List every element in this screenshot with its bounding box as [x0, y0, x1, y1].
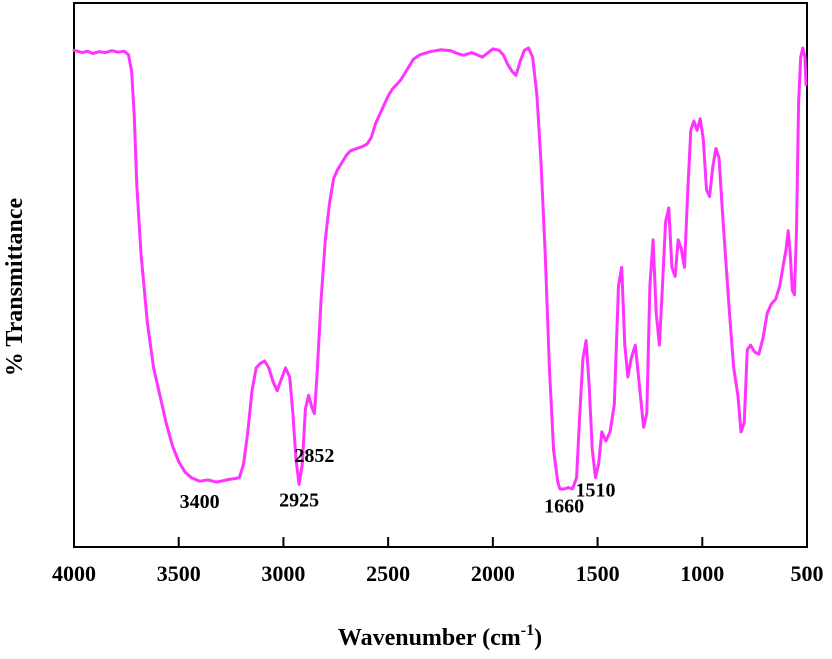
- x-axis-title: Wavenumber (cm-1): [338, 622, 542, 651]
- x-tick-label: 3500: [157, 561, 201, 586]
- plot-frame: [73, 2, 808, 548]
- x-axis-tick-labels: 4000 3500 3000 2500 2000 1500 1000 500: [52, 561, 824, 586]
- peak-label: 1510: [575, 479, 615, 501]
- x-tick-label: 1500: [576, 561, 620, 586]
- x-tick-label: 500: [791, 561, 824, 586]
- x-tick-label: 4000: [52, 561, 96, 586]
- peak-label: 2852: [294, 445, 334, 467]
- y-axis-title: % Transmittance: [2, 197, 28, 376]
- x-axis-title-superscript: -1: [521, 622, 534, 639]
- x-tick-label: 3000: [261, 561, 305, 586]
- peak-label: 1660: [544, 495, 584, 517]
- x-tick-label: 2500: [366, 561, 410, 586]
- x-axis-ticks: [73, 537, 808, 547]
- x-tick-label: 2000: [471, 561, 515, 586]
- peak-label: 3400: [180, 491, 220, 513]
- spectrum-line: [72, 46, 808, 491]
- peak-label: 2925: [279, 489, 319, 511]
- x-tick-label: 1000: [680, 561, 724, 586]
